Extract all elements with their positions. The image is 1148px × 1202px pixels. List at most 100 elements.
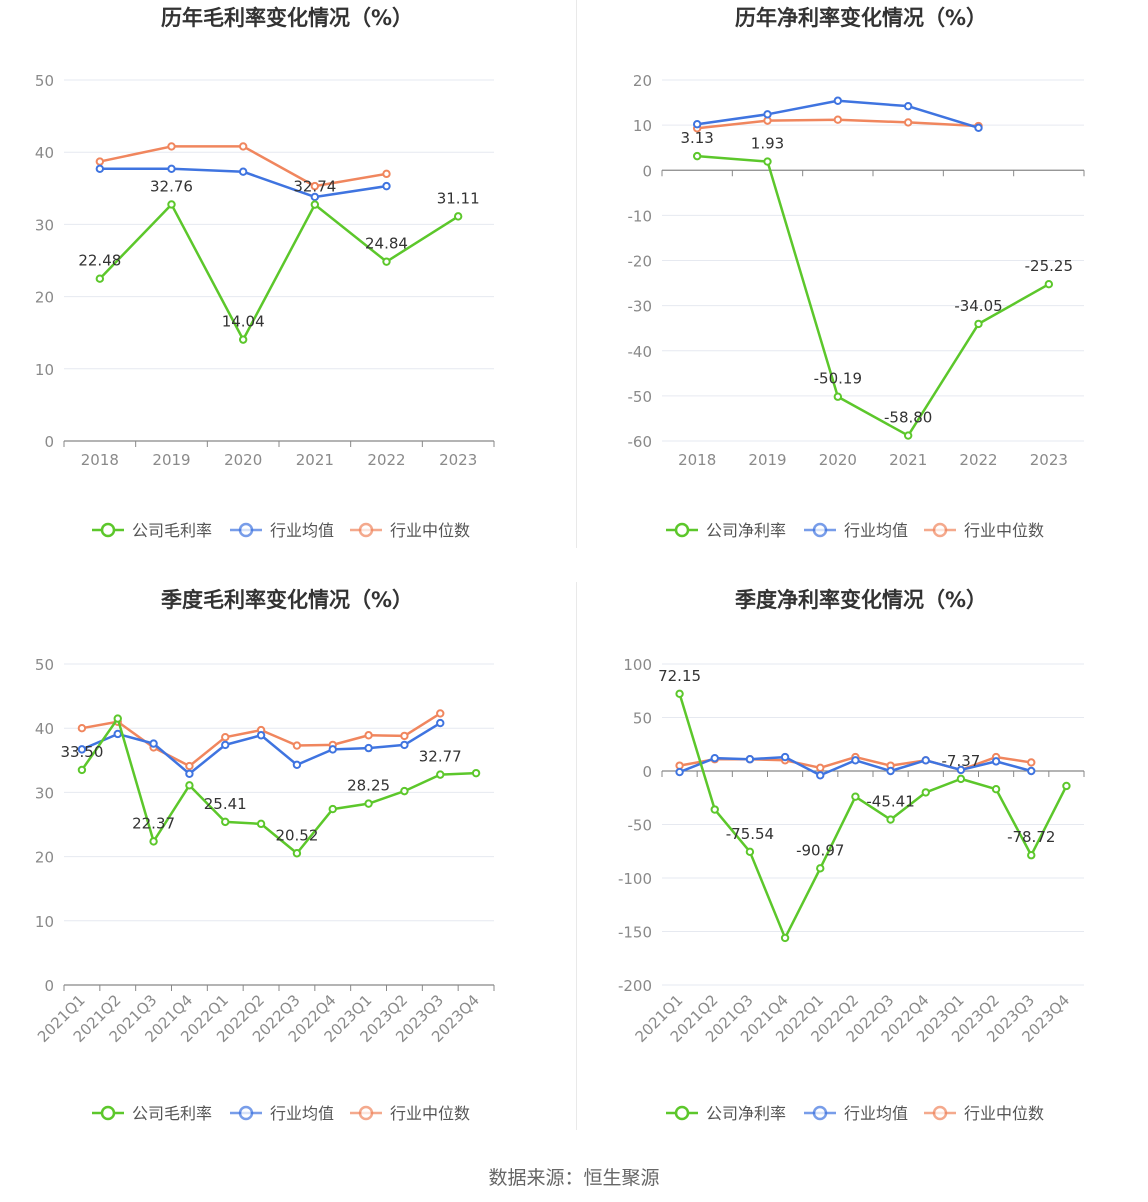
data-point-company [710, 805, 719, 814]
data-point-company [167, 200, 176, 209]
y-tick-label: -50 [628, 388, 653, 406]
data-point-avg [185, 769, 194, 778]
y-tick-label: -100 [618, 870, 652, 888]
legend-marker-median [358, 522, 374, 538]
data-point-median [1027, 758, 1036, 767]
data-point-median [238, 142, 248, 151]
y-tick-label: -200 [618, 977, 652, 995]
data-point-avg [149, 739, 158, 748]
data-point-company [956, 774, 966, 784]
data-point-avg [833, 96, 843, 105]
data-label: 3.13 [680, 129, 713, 147]
data-point-avg [77, 745, 87, 754]
data-point-avg [382, 181, 391, 191]
x-tick-label: 2018 [81, 451, 119, 469]
data-label: -90.97 [796, 841, 844, 859]
x-tick-label: 2023 [1030, 451, 1068, 469]
legend-label: 行业均值 [844, 521, 908, 540]
data-point-avg [816, 771, 825, 780]
legend-label: 行业中位数 [390, 1104, 470, 1123]
data-point-avg [692, 120, 702, 129]
data-point-median [833, 115, 843, 124]
data-point-company [745, 847, 755, 857]
x-tick-label: 2019 [152, 451, 190, 469]
y-tick-label: 100 [623, 656, 652, 674]
data-point-company [471, 768, 481, 778]
data-point-avg [1027, 766, 1036, 776]
data-point-avg [364, 743, 373, 753]
legend-label: 公司毛利率 [132, 521, 212, 540]
legend-marker-median [932, 1105, 948, 1121]
y-tick-label: -40 [628, 343, 653, 361]
chart-quarterly-gross-margin: 季度毛利率变化情况（%） 0 10 20 30 40 50 2021Q1 2021Q2 2021Q… [0, 582, 574, 1164]
data-point-avg [238, 167, 248, 176]
data-point-median [816, 763, 825, 772]
x-tick-label: 2021 [296, 451, 334, 469]
data-point-company [77, 765, 87, 775]
quarterly-gross-margin-svg: 季度毛利率变化情况（%）010203040502021Q12021Q22021Q… [34, 588, 495, 1123]
x-tick-label: 2018 [678, 451, 716, 469]
data-label: 24.84 [365, 235, 408, 253]
data-point-company [921, 788, 930, 797]
x-tick-label: 2019 [748, 451, 786, 469]
y-tick-label: -20 [628, 253, 653, 271]
legend-label: 行业中位数 [964, 521, 1044, 540]
data-label: -75.54 [726, 825, 774, 843]
chart-annual-gross-margin: 历年毛利率变化情况（%） 0 10 20 30 40 50 2018 2019 2020 2021 2… [0, 0, 574, 582]
data-point-company [833, 392, 843, 401]
data-point-company [692, 151, 702, 161]
data-point-median [292, 741, 302, 750]
data-label: 72.15 [658, 667, 701, 685]
data-point-company [991, 784, 1001, 794]
data-point-median [310, 181, 320, 191]
data-point-avg [310, 192, 320, 202]
data-point-median [167, 142, 176, 151]
data-point-avg [745, 755, 755, 764]
y-tick-label: 0 [642, 162, 652, 180]
data-point-median [903, 118, 913, 127]
divider-top [576, 0, 577, 548]
data-point-company [1062, 781, 1071, 791]
data-point-company [974, 319, 983, 329]
legend-marker-avg [812, 522, 828, 538]
data-point-avg [436, 718, 445, 728]
data-point-avg [292, 760, 302, 769]
quarterly-net-margin-svg: 季度净利率变化情况（%）-200-150-100-500501002021Q12… [618, 588, 1085, 1123]
y-tick-label: 20 [35, 849, 54, 867]
data-label: -58.80 [884, 409, 932, 427]
data-point-avg [95, 164, 105, 174]
series-line-company [697, 154, 1050, 437]
data-point-company [221, 817, 230, 827]
legend-label: 行业均值 [270, 521, 334, 540]
data-point-median [95, 157, 105, 166]
legend-marker-company [674, 522, 690, 538]
data-point-company [1027, 851, 1036, 860]
data-point-avg [780, 752, 790, 762]
data-label: 28.25 [347, 777, 390, 795]
data-label: -7.37 [942, 752, 981, 770]
data-label: -25.25 [1025, 257, 1073, 275]
y-tick-label: 10 [35, 913, 54, 931]
chart-annual-net-margin: 历年净利率变化情况（%） -60 -50 -40 -30 -20 -10 0 10 20 2018 2… [574, 0, 1148, 582]
series-line-company [80, 717, 477, 855]
data-point-company [886, 815, 895, 824]
data-point-company [675, 689, 684, 698]
data-point-avg [400, 740, 409, 750]
y-tick-label: 30 [35, 216, 54, 234]
chart-title: 历年毛利率变化情况（%） [161, 6, 413, 30]
data-label: -50.19 [814, 370, 862, 388]
data-point-median [185, 761, 194, 771]
y-tick-label: 50 [35, 656, 54, 674]
data-point-avg [221, 740, 230, 750]
y-tick-label: 10 [35, 361, 54, 379]
data-point-avg [167, 164, 176, 174]
chart-title: 历年净利率变化情况（%） [735, 6, 987, 30]
legend-label: 行业均值 [844, 1104, 908, 1123]
data-point-median [400, 731, 409, 741]
data-point-company [185, 781, 194, 790]
legend-marker-avg [812, 1105, 828, 1121]
data-point-company [149, 837, 158, 846]
y-tick-label: -60 [628, 433, 653, 451]
data-point-median [77, 724, 87, 733]
data-point-avg [903, 101, 913, 111]
